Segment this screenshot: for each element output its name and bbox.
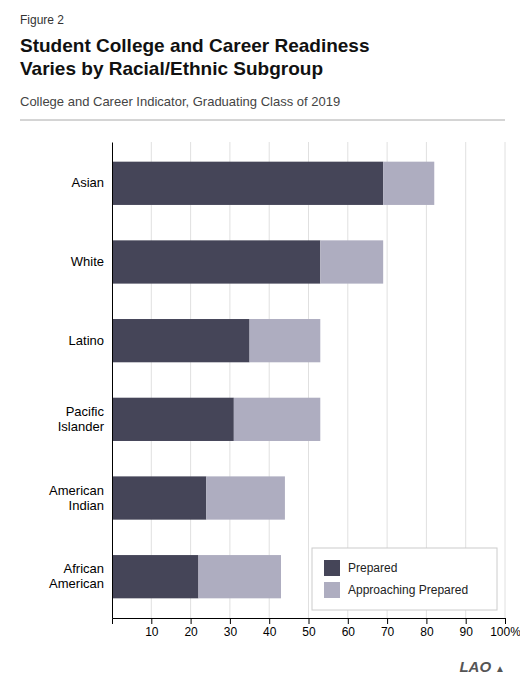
y-tick-label: AmericanIndian — [49, 483, 104, 513]
series — [112, 162, 383, 599]
x-tick-label: 60 — [342, 625, 356, 639]
legend-swatch — [324, 582, 340, 598]
y-tick-label: AfricanAmerican — [49, 561, 104, 591]
x-tick: 50 — [302, 618, 316, 639]
legend-label: Prepared — [348, 561, 397, 575]
text-line: American — [49, 483, 104, 498]
bar — [112, 319, 250, 362]
legend-item: Prepared — [324, 560, 397, 576]
text-line: Latino — [69, 333, 104, 348]
text-line: American — [49, 576, 104, 591]
x-tick-mark — [466, 618, 467, 624]
grid-line — [347, 142, 348, 618]
x-tick: 100% — [490, 618, 520, 639]
logo: LAO ▲ — [459, 658, 505, 675]
y-tick-label: White — [71, 254, 104, 269]
x-tick-label: 30 — [224, 625, 238, 639]
bar — [206, 476, 285, 519]
bar — [320, 240, 383, 283]
x-tick: 40 — [263, 618, 277, 639]
x-tick-label: 80 — [420, 625, 434, 639]
x-tick-label: 70 — [381, 625, 395, 639]
grid-line — [151, 142, 152, 618]
x-tick-mark — [426, 618, 427, 624]
y-tick: PacificIslander — [58, 404, 112, 434]
text-line: Islander — [58, 419, 105, 434]
bars — [112, 162, 434, 599]
y-tick: AfricanAmerican — [49, 561, 112, 591]
chart: Figure 2 Student College and Career Readi… — [0, 0, 520, 686]
y-tick: Asian — [71, 175, 112, 190]
bar — [112, 555, 198, 598]
x-tick-label: 40 — [263, 625, 277, 639]
y-tick: Latino — [69, 333, 112, 348]
text-line: Pacific — [66, 404, 105, 419]
x-tick-label: 20 — [184, 625, 198, 639]
x-tick: 10 — [145, 618, 159, 639]
grid-line — [269, 142, 270, 618]
text-line: Student College and Career Readiness — [20, 35, 370, 56]
x-tick-mark — [505, 618, 506, 624]
grid-line — [426, 142, 427, 618]
y-tick-label: Asian — [71, 175, 104, 190]
x-tick-mark — [269, 618, 270, 624]
logo-part: ▲ — [495, 663, 505, 674]
grid-line — [229, 142, 230, 618]
legend-label: Approaching Prepared — [348, 583, 468, 597]
y-tick-label: Latino — [69, 333, 104, 348]
x-tick-mark — [191, 618, 192, 624]
legend: Prepared Approaching Prepared — [312, 548, 497, 610]
x-axis-line — [113, 619, 506, 625]
grid-line — [387, 142, 388, 618]
y-axis: AsianWhiteLatinoPacificIslanderAmericanI… — [49, 143, 112, 619]
grid-line — [505, 142, 506, 618]
bar — [198, 555, 281, 598]
bar — [112, 162, 383, 205]
y-tick: AmericanIndian — [49, 483, 112, 513]
series — [198, 162, 434, 599]
x-axis: 10 20 30 40 50 60 70 80 90 100% — [113, 618, 520, 639]
x-tick: 90 — [460, 618, 474, 639]
grid-line — [465, 142, 466, 618]
legend-item: Approaching Prepared — [324, 582, 468, 598]
x-tick-mark — [230, 618, 231, 624]
header-rule — [20, 120, 505, 121]
x-tick-label: 50 — [302, 625, 316, 639]
bar — [112, 240, 320, 283]
subtitle: College and Career Indicator, Graduating… — [20, 94, 340, 109]
x-tick: 70 — [381, 618, 395, 639]
text-line: Varies by Racial/Ethnic Subgroup — [20, 58, 323, 79]
grid-line — [308, 142, 309, 618]
x-tick: 80 — [420, 618, 434, 639]
legend-box — [312, 548, 497, 610]
text-line: Indian — [69, 498, 104, 513]
x-tick-mark — [309, 618, 310, 624]
text-line: White — [71, 254, 104, 269]
x-tick-label: 90 — [460, 625, 474, 639]
bar — [234, 398, 320, 441]
bar — [112, 398, 234, 441]
title: Student College and Career ReadinessVari… — [20, 35, 370, 79]
x-tick-mark — [387, 618, 388, 624]
x-tick: 20 — [184, 618, 198, 639]
legend-swatch — [324, 560, 340, 576]
x-tick-mark — [151, 618, 152, 624]
x-tick-label: 100% — [490, 625, 520, 639]
text-line: Asian — [71, 175, 104, 190]
logo-part: LAO — [459, 658, 491, 675]
y-axis-line — [112, 143, 113, 619]
y-tick-label: PacificIslander — [58, 404, 105, 434]
x-tick-label: 10 — [145, 625, 159, 639]
y-tick: White — [71, 254, 112, 269]
bar — [112, 476, 206, 519]
figure-label: Figure 2 — [20, 13, 64, 27]
text-line: African — [64, 561, 104, 576]
bar — [383, 162, 434, 205]
grid — [151, 142, 505, 618]
bar — [250, 319, 321, 362]
grid-line — [190, 142, 191, 618]
x-tick: 60 — [342, 618, 356, 639]
x-tick-mark — [348, 618, 349, 624]
x-tick: 30 — [224, 618, 238, 639]
